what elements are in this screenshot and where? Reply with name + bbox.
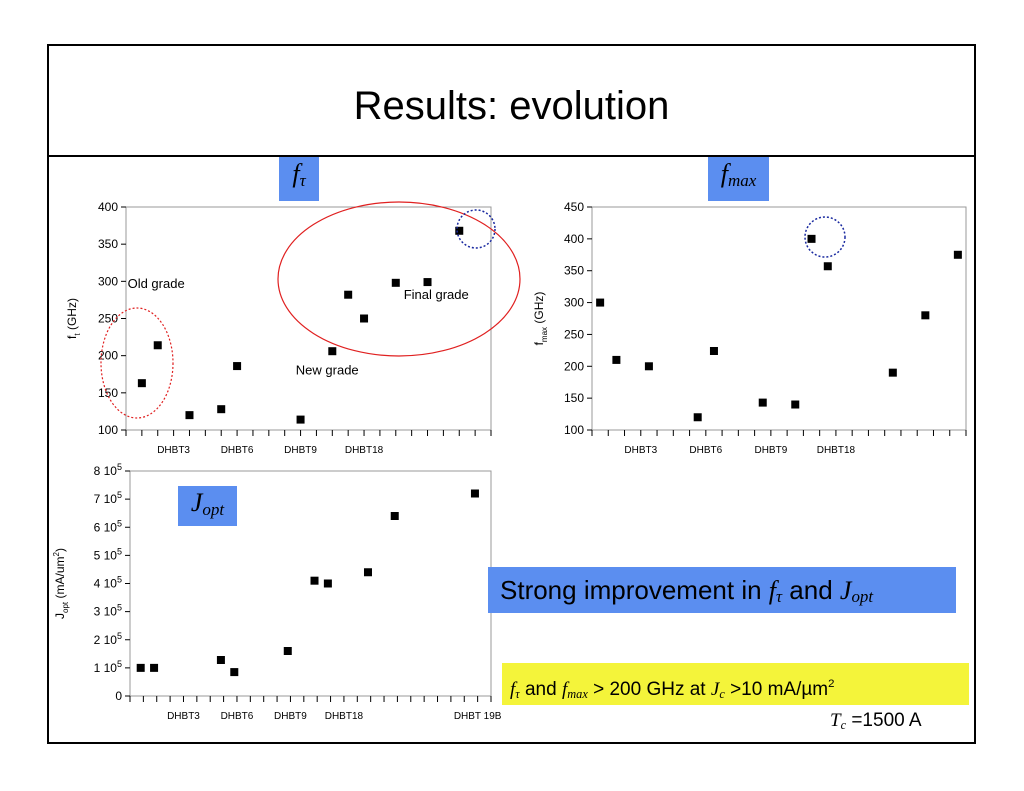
jopt-label-sub: opt (202, 500, 225, 519)
callout-yellow-sup: 2 (828, 678, 835, 690)
callout-yellow-f2: f (561, 679, 568, 700)
callout-yellow-max: max (567, 687, 588, 701)
callout-ghz-condition: fτ and fmax > 200 GHz at Jc >10 mA/µm2 (502, 663, 969, 705)
callout-yellow-tau: τ (515, 687, 520, 701)
callout-yellow-tail: >10 mA/µm (724, 679, 829, 700)
tc-value: =1500 A (846, 710, 922, 731)
callout-yellow-c: c (719, 687, 725, 701)
slide-frame: Results: evolution (47, 44, 976, 744)
ft-label: fτ (279, 157, 319, 201)
tc-note: Tc =1500 A (830, 710, 922, 733)
callout-yellow-j: J (710, 679, 720, 700)
callout-yellow-f1: f (510, 679, 516, 700)
callout-strong-improvement: Strong improvement in fτ and Jopt (488, 567, 956, 613)
fmax-label: fmax (708, 157, 769, 201)
jopt-label: Jopt (178, 486, 237, 526)
callout-yellow-and: and (519, 679, 562, 700)
tc-T: T (830, 710, 841, 731)
callout-blue-text: Strong improvement in (500, 575, 769, 605)
page-title: Results: evolution (353, 84, 670, 128)
callout-blue-opt: opt (851, 587, 874, 606)
callout-blue-j: J (839, 576, 852, 605)
ft-label-base: f (292, 159, 300, 188)
title-bar: Results: evolution (49, 46, 974, 157)
fmax-label-base: f (720, 159, 728, 188)
fmax-label-sub: max (727, 171, 757, 190)
ft-label-sub: τ (299, 171, 306, 190)
callout-blue-and: and (782, 575, 840, 605)
jopt-label-base: J (190, 488, 203, 517)
callout-blue-f: f (768, 576, 777, 605)
callout-yellow-mid: > 200 GHz at (587, 679, 711, 700)
callout-blue-tau: τ (776, 587, 783, 606)
tc-c: c (840, 718, 847, 732)
